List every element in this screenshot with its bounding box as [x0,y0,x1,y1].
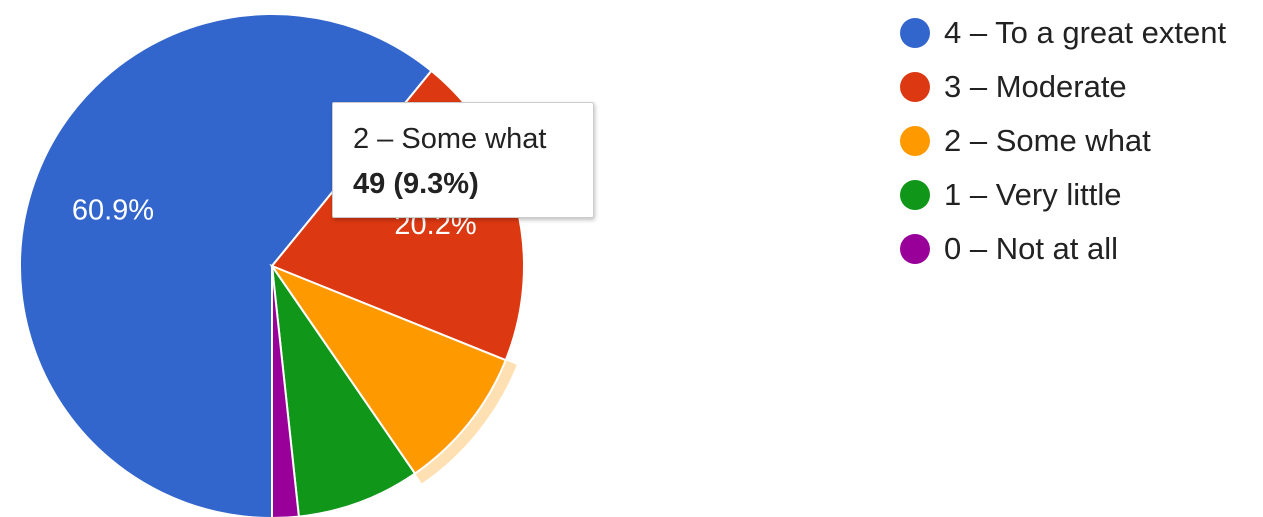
legend-swatch-green [900,180,930,210]
tooltip-value: 49 (9.3%) [353,168,479,200]
slice-great-extent[interactable] [19,13,433,517]
label-great-extent: 60.9% [72,194,154,226]
legend-item-0[interactable]: 0 – Not at all [900,222,1226,276]
legend-item-2[interactable]: 2 – Some what [900,114,1226,168]
slice-very-little[interactable] [271,265,417,517]
legend-label: 3 – Moderate [944,69,1127,104]
legend-label: 1 – Very little [944,177,1122,212]
legend-swatch-red [900,72,930,102]
legend-item-4[interactable]: 4 – To a great extent [900,6,1226,60]
slice-tooltip: 2 – Some what 49 (9.3%) [332,102,594,218]
legend-item-3[interactable]: 3 – Moderate [900,60,1226,114]
legend-swatch-purple [900,234,930,264]
tooltip-title: 2 – Some what [353,123,547,155]
legend-swatch-blue [900,18,930,48]
legend-label: 2 – Some what [944,123,1151,158]
legend-label: 4 – To a great extent [944,15,1227,50]
legend-swatch-orange [900,126,930,156]
slice-some-what[interactable] [269,263,508,475]
legend-label: 0 – Not at all [944,231,1119,266]
legend: 4 – To a great extent 3 – Moderate 2 – S… [900,6,1226,276]
legend-item-1[interactable]: 1 – Very little [900,168,1226,222]
